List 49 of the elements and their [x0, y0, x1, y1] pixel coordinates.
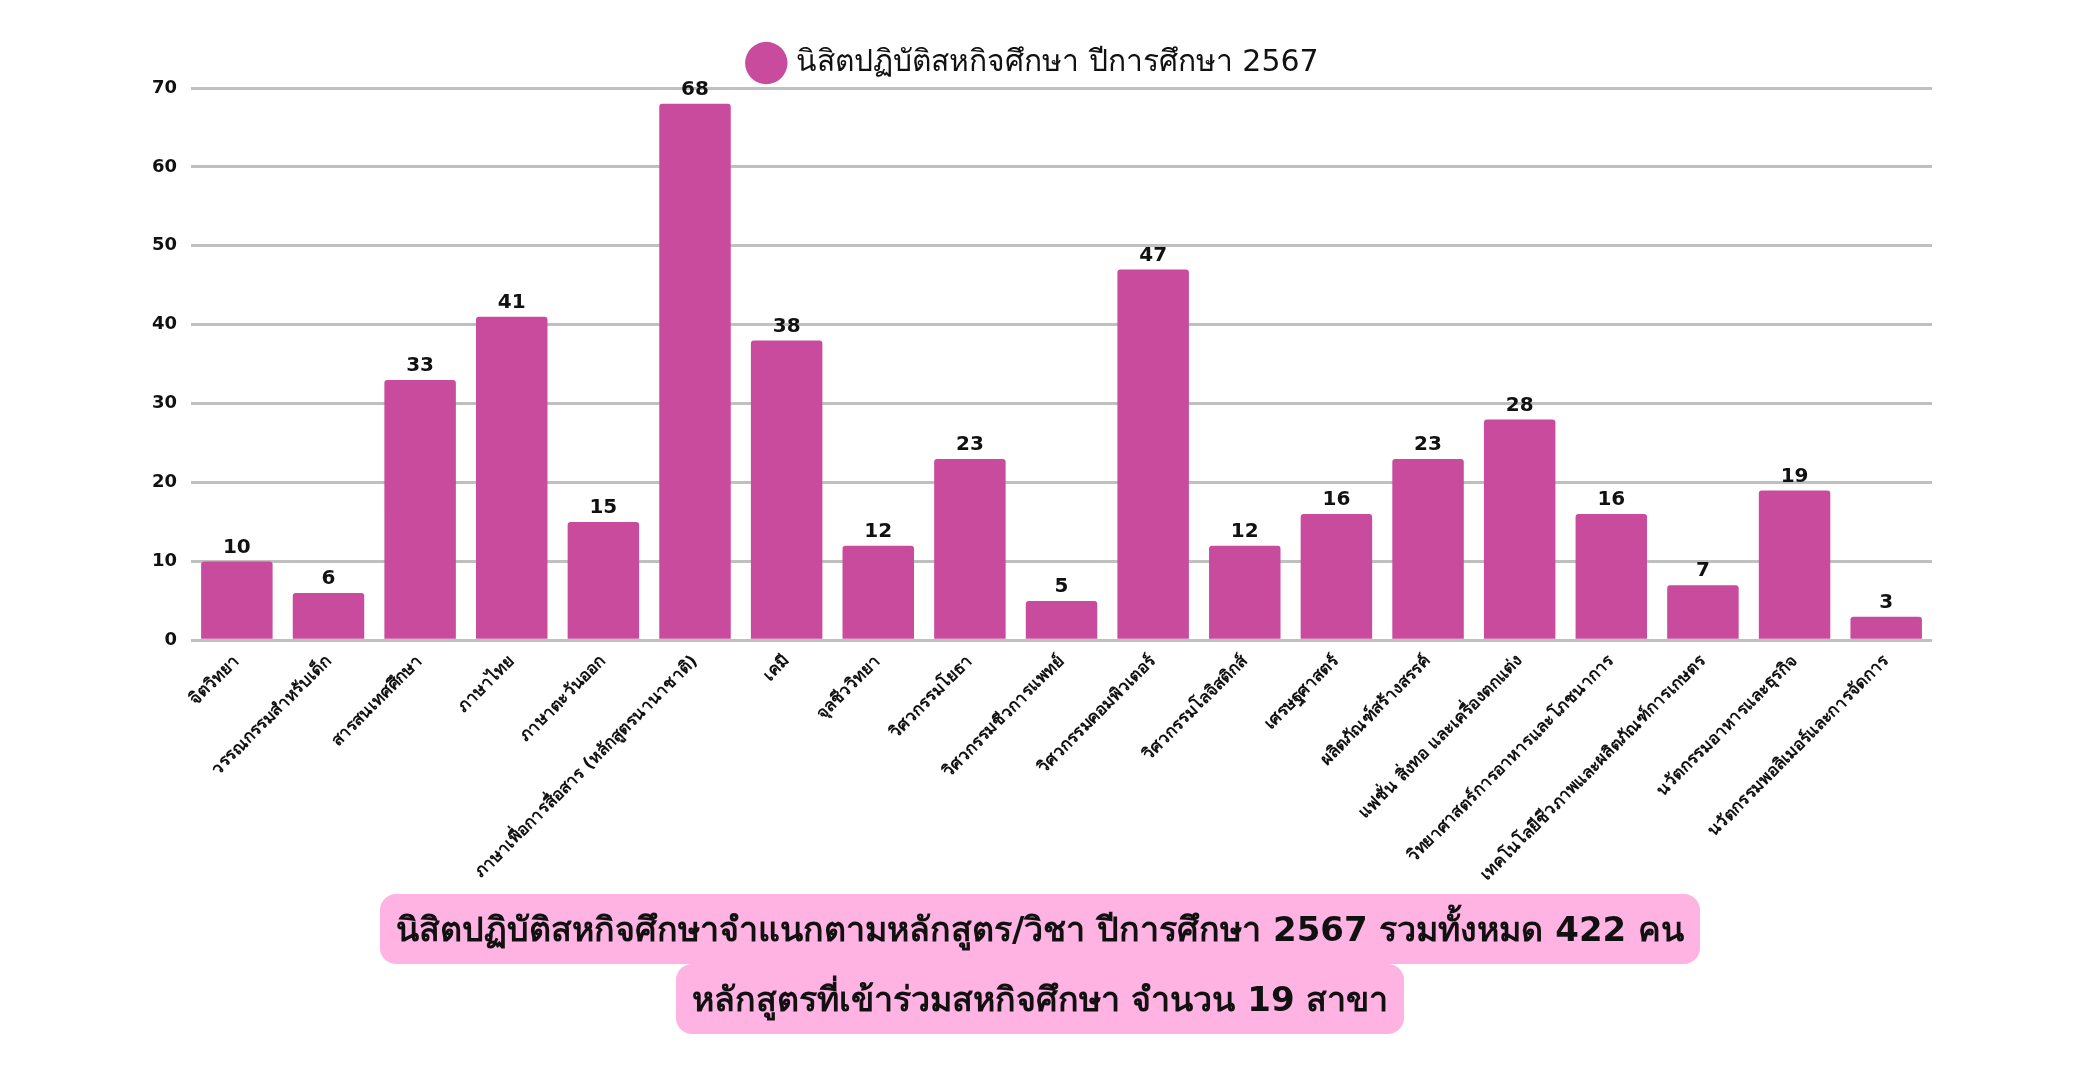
- data-label: 68: [681, 75, 709, 100]
- bar: [1209, 545, 1281, 639]
- data-label: 28: [1505, 391, 1534, 416]
- data-label: 41: [497, 289, 526, 314]
- data-label: 23: [1414, 431, 1442, 456]
- data-label: 12: [1230, 517, 1259, 542]
- bar: [750, 340, 823, 639]
- bar: [1025, 600, 1098, 639]
- data-label: 23: [955, 431, 984, 456]
- bar: [1483, 419, 1556, 639]
- data-label: 7: [1695, 557, 1710, 582]
- y-tick-label: 70: [151, 75, 178, 97]
- y-tick-label: 40: [151, 312, 178, 334]
- data-label: 16: [1322, 486, 1351, 511]
- data-label: 6: [321, 565, 336, 590]
- data-label: 47: [1139, 241, 1168, 266]
- bar: [1667, 585, 1739, 639]
- bar: [567, 522, 640, 639]
- bar: [1392, 458, 1464, 639]
- bar: [1300, 514, 1373, 639]
- data-label: 10: [222, 533, 251, 558]
- data-label: 16: [1597, 486, 1626, 511]
- y-tick-label: 30: [151, 391, 178, 413]
- data-label: 15: [589, 494, 618, 519]
- legend-label: นิสิตปฏิบัติสหกิจศึกษา ปีการศึกษา 2567: [796, 42, 1319, 78]
- y-tick-label: 20: [151, 470, 178, 492]
- bar: [1117, 269, 1189, 639]
- bar: [384, 379, 456, 639]
- y-tick-label: 60: [151, 154, 178, 176]
- text: นิสิตปฏิบัติสหกิจศึกษาจำแนกตามหลักสูตร/วิชา ปีการศึกษา 2567 รวมทั้งหมด 422 คน: [379, 894, 1701, 964]
- data-label: 3: [1879, 588, 1894, 613]
- y-tick-label: 10: [151, 549, 178, 571]
- bar: [1758, 490, 1831, 639]
- data-label: 5: [1054, 573, 1069, 598]
- y-tick-label: 50: [151, 233, 178, 255]
- data-label: 19: [1780, 462, 1809, 487]
- bar: [934, 458, 1006, 639]
- bar: [476, 316, 548, 639]
- bar: [842, 545, 914, 639]
- bar: [201, 561, 273, 639]
- text: หลักสูตรที่เข้าร่วมสหกิจศึกษา จำนวน 19 สาขา: [675, 964, 1405, 1034]
- bar: [1850, 616, 1922, 639]
- bar: [1575, 514, 1648, 639]
- data-label: 38: [772, 312, 801, 337]
- y-tick-label: 0: [164, 628, 178, 650]
- data-label: 33: [406, 352, 435, 377]
- data-label: 12: [864, 517, 893, 542]
- bar: [659, 103, 731, 639]
- bar: [292, 593, 365, 639]
